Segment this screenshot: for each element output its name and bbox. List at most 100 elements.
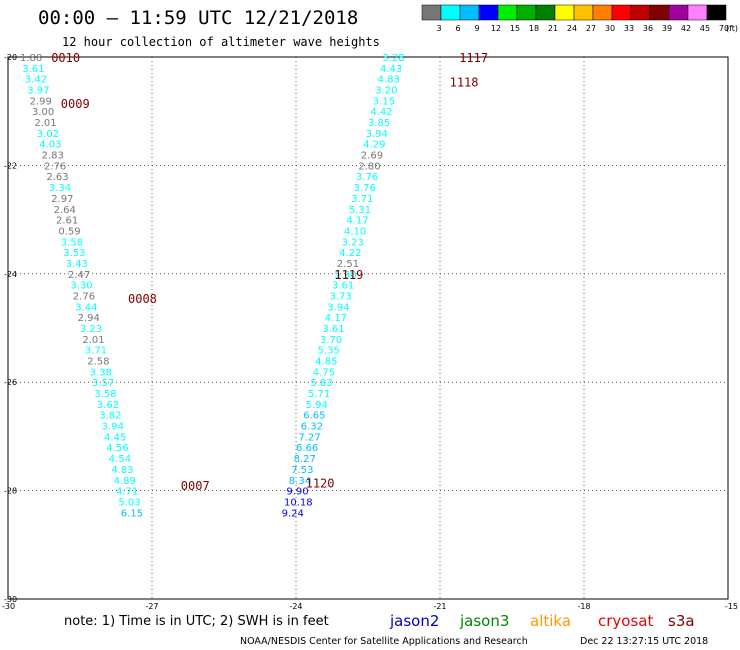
- lat-label: -24: [4, 270, 17, 279]
- scale-label: 30: [605, 24, 615, 33]
- swh-value: 4.83: [378, 75, 400, 86]
- swh-value: 5.03: [118, 497, 140, 508]
- swh-value: 2.69: [361, 151, 383, 162]
- swh-value: 2.76: [44, 161, 66, 172]
- satellite-legend: jason2 jason3 altika cryosat s3a: [389, 612, 695, 630]
- track-2: 3.284.434.833.203.154.423.853.944.292.69…: [282, 53, 405, 519]
- scale-label: 9: [474, 24, 479, 33]
- swh-value: 3.58: [61, 237, 83, 248]
- swh-value: 4.71: [116, 487, 138, 498]
- swh-value: 3.94: [327, 302, 349, 313]
- swh-value: 5.30: [334, 270, 356, 281]
- lat-label: -22: [4, 161, 17, 170]
- swh-value: 2.61: [56, 216, 78, 227]
- longitude-labels: -30 -27 -24 -21 -18 -15: [2, 602, 738, 611]
- swh-value: 5.35: [318, 346, 340, 357]
- latitude-labels: -20 -22 -24 -26 -28 -30: [4, 53, 17, 604]
- swh-value: 2.58: [87, 357, 109, 368]
- swh-value: 2.80: [358, 161, 380, 172]
- swh-value: 2.97: [51, 194, 73, 205]
- swh-value: 4.54: [109, 454, 131, 465]
- swh-value: 8.27: [294, 454, 316, 465]
- swh-value: 9.90: [286, 487, 308, 498]
- swh-value: 2.47: [68, 270, 90, 281]
- swh-value: 3.94: [102, 422, 124, 433]
- swh-value: 3.43: [66, 259, 88, 270]
- swh-value: 2.83: [42, 151, 64, 162]
- pass-label: 1118: [450, 75, 479, 89]
- swh-value: 3.71: [351, 194, 373, 205]
- swh-value: 4.03: [39, 140, 61, 151]
- scale-swatch: [554, 4, 575, 21]
- swh-value: 7.27: [298, 432, 320, 443]
- scale-label: 21: [548, 24, 558, 33]
- scale-swatch: [421, 4, 442, 21]
- swh-value: 5.94: [306, 400, 328, 411]
- swh-value: 1.88: [20, 53, 42, 64]
- scale-swatch: [668, 4, 689, 21]
- lat-label: -20: [4, 53, 17, 62]
- satellite-cryosat: cryosat: [598, 612, 653, 630]
- swh-value: 3.57: [92, 378, 114, 389]
- swh-value: 6.66: [296, 443, 318, 454]
- lon-label: -30: [2, 602, 15, 611]
- swh-value: 3.42: [25, 75, 47, 86]
- pass-label: 0007: [181, 479, 210, 493]
- scale-label: 39: [662, 24, 672, 33]
- scale-swatch: [592, 4, 613, 21]
- altimeter-tracks: 1.883.613.423.972.993.002.013.024.032.83…: [20, 53, 405, 519]
- swh-value: 3.61: [332, 281, 354, 292]
- lon-label: -15: [725, 602, 738, 611]
- scale-label: 12: [491, 24, 501, 33]
- scale-swatch: [535, 4, 556, 21]
- swh-value: 3.85: [368, 118, 390, 129]
- swh-value: 3.61: [322, 324, 344, 335]
- lat-label: -26: [4, 378, 17, 387]
- scale-swatch: [478, 4, 499, 21]
- scale-swatch: [573, 4, 594, 21]
- pass-label: 1117: [459, 51, 488, 65]
- swh-value: 4.17: [346, 216, 368, 227]
- scale-label: 18: [529, 24, 539, 33]
- scale-label: 45: [700, 24, 710, 33]
- swh-value: 3.97: [27, 86, 49, 97]
- swh-value: 4.17: [325, 313, 347, 324]
- swh-value: 2.63: [46, 172, 68, 183]
- lat-label: -30: [4, 595, 17, 604]
- track-1: 1.883.613.423.972.993.002.013.024.032.83…: [20, 53, 143, 519]
- pass-label: 1119: [334, 268, 363, 282]
- swh-value: 3.38: [90, 367, 112, 378]
- swh-value: 3.28: [382, 53, 404, 64]
- swh-value: 4.85: [315, 357, 337, 368]
- scale-label: 6: [455, 24, 460, 33]
- page-title: 00:00 – 11:59 UTC 12/21/2018: [38, 7, 358, 29]
- scale-label: 3: [436, 24, 441, 33]
- scale-swatch: [611, 4, 632, 21]
- swh-value: 3.73: [330, 291, 352, 302]
- swh-value: 3.44: [75, 302, 97, 313]
- swh-value: 4.83: [111, 465, 133, 476]
- swh-value: 5.83: [310, 378, 332, 389]
- footer-credit: NOAA/NESDIS Center for Satellite Applica…: [240, 636, 528, 647]
- swh-value: 4.75: [313, 367, 335, 378]
- swh-value: 3.30: [70, 281, 92, 292]
- swh-value: 3.71: [85, 346, 107, 357]
- satellite-jason3: jason3: [459, 612, 509, 630]
- map-frame: [7, 56, 729, 600]
- swh-value: 6.15: [121, 508, 143, 519]
- swh-value: 3.94: [366, 129, 388, 140]
- swh-value: 3.76: [354, 183, 376, 194]
- swh-value: 10.18: [284, 497, 313, 508]
- swh-value: 3.34: [49, 183, 71, 194]
- scale-swatch: [630, 4, 651, 21]
- swh-value: 2.64: [54, 205, 76, 216]
- scale-label: 33: [624, 24, 634, 33]
- swh-value: 4.42: [370, 107, 392, 118]
- scale-swatch: [516, 4, 537, 21]
- lon-label: -21: [433, 602, 446, 611]
- swh-value: 7.53: [291, 465, 313, 476]
- swh-value: 0.59: [58, 226, 80, 237]
- swh-value: 3.20: [375, 86, 397, 97]
- swh-value: 4.43: [380, 64, 402, 75]
